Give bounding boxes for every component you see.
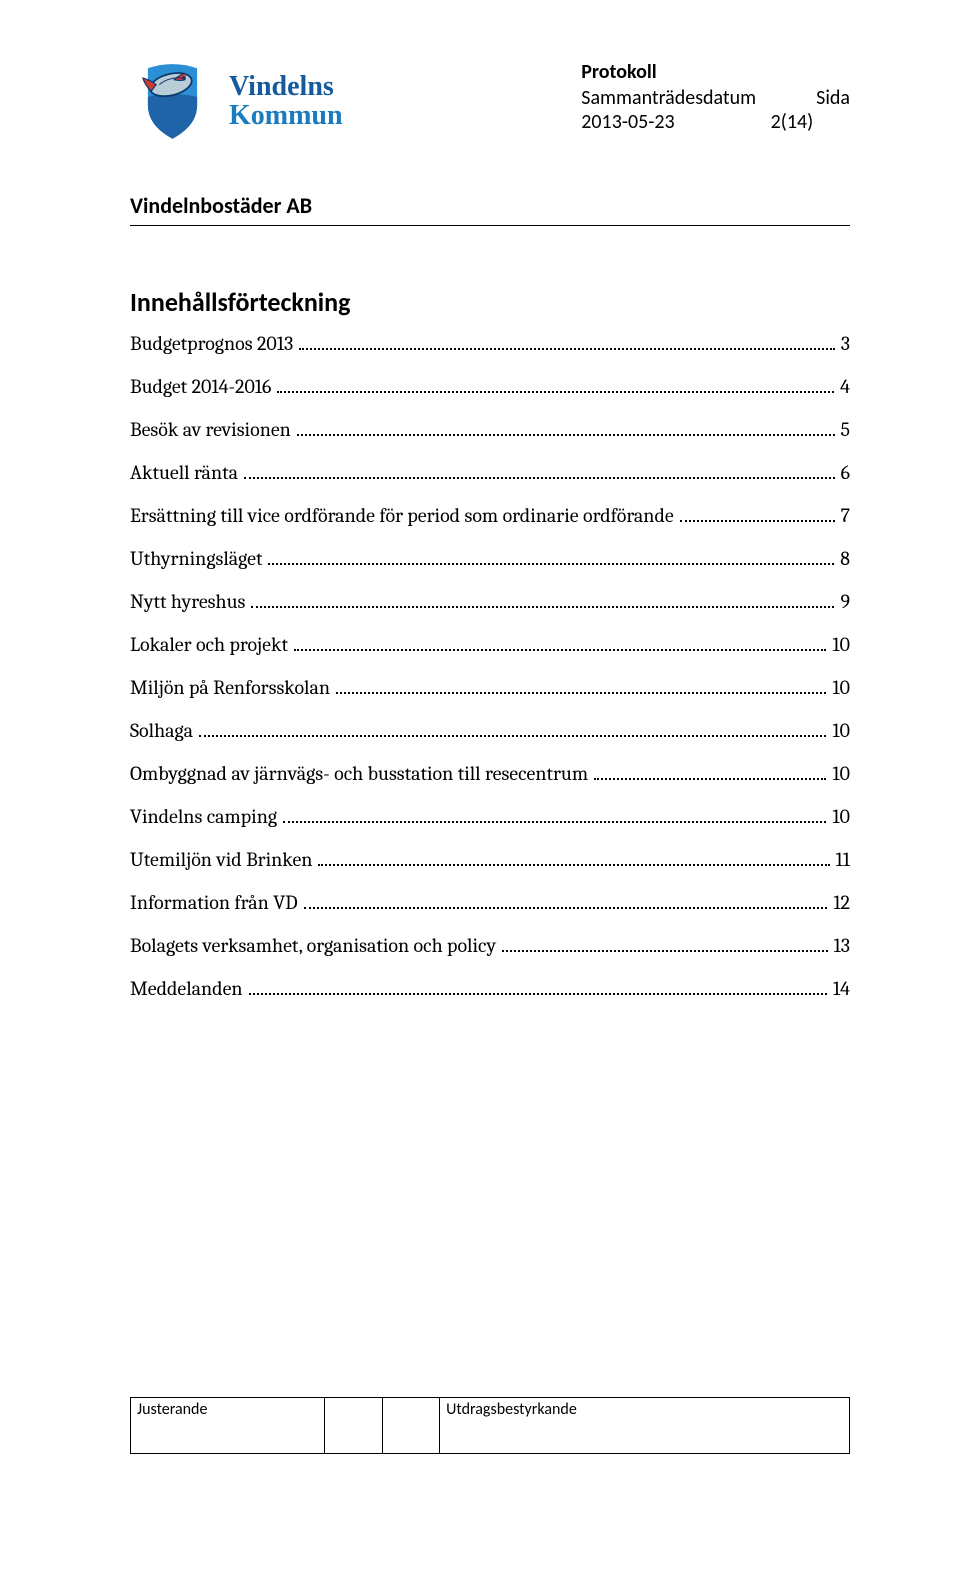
- toc-entry-page: 10: [832, 762, 850, 785]
- toc-leader: [294, 633, 826, 651]
- toc-entry-page: 6: [841, 461, 850, 484]
- municipality-logo-icon: [130, 60, 215, 142]
- meta-side-label: Sida: [816, 86, 850, 110]
- footer-cell-empty2: [382, 1398, 440, 1454]
- toc-leader: [299, 332, 835, 350]
- toc-entry-page: 9: [840, 590, 850, 613]
- divider: [130, 225, 850, 226]
- toc-leader: [251, 590, 834, 608]
- logo-text: Vindelns Kommun: [229, 72, 343, 131]
- toc-entry: Aktuell ränta 6: [130, 461, 850, 484]
- meta-page-value: 2(14): [771, 110, 814, 134]
- toc-entry-page: 3: [841, 332, 850, 355]
- toc-leader: [502, 934, 827, 952]
- footer-cell-utdrag: Utdragsbestyrkande: [440, 1398, 850, 1454]
- toc-leader: [277, 375, 834, 393]
- toc-entry-label: Aktuell ränta: [130, 461, 238, 484]
- toc-entry-label: Vindelns camping: [130, 805, 277, 828]
- toc-entry-page: 10: [832, 676, 850, 699]
- toc-entry-page: 12: [833, 891, 850, 914]
- footer-cell-empty1: [325, 1398, 383, 1454]
- toc-entry-page: 14: [833, 977, 850, 1000]
- toc-entry-page: 13: [834, 934, 850, 957]
- toc-entry-page: 5: [841, 418, 851, 441]
- toc-entry-page: 8: [840, 547, 850, 570]
- toc-entry-label: Ersättning till vice ordförande för peri…: [130, 504, 674, 527]
- toc-entry-page: 4: [840, 375, 850, 398]
- toc-entry: Budgetprognos 2013 3: [130, 332, 850, 355]
- header: Vindelns Kommun Protokoll Sammanträdesda…: [130, 60, 850, 142]
- toc-entry-label: Budgetprognos 2013: [130, 332, 293, 355]
- toc-entry: Lokaler och projekt 10: [130, 633, 850, 656]
- logo-block: Vindelns Kommun: [130, 60, 343, 142]
- toc-leader: [304, 891, 828, 909]
- meta-date-value: 2013-05-23: [581, 110, 674, 134]
- toc-entry-page: 10: [832, 633, 850, 656]
- toc-heading: Innehållsförteckning: [130, 286, 850, 318]
- toc-entry: Nytt hyreshus 9: [130, 590, 850, 613]
- toc-entry: Utemiljön vid Brinken 11: [130, 848, 850, 871]
- toc-list: Budgetprognos 2013 3 Budget 2014-2016 4 Besö…: [130, 332, 850, 1000]
- toc-entry: Information från VD 12: [130, 891, 850, 914]
- toc-entry-label: Miljön på Renforsskolan: [130, 676, 330, 699]
- toc-entry-page: 7: [841, 504, 850, 527]
- toc-leader: [297, 418, 835, 436]
- toc-entry-label: Lokaler och projekt: [130, 633, 288, 656]
- toc-entry-label: Solhaga: [130, 719, 193, 742]
- toc-entry: Miljön på Renforsskolan 10: [130, 676, 850, 699]
- toc-entry: Besök av revisionen 5: [130, 418, 850, 441]
- toc-entry-label: Uthyrningsläget: [130, 547, 262, 570]
- toc-entry-page: 10: [832, 719, 850, 742]
- toc-entry: Meddelanden 14: [130, 977, 850, 1000]
- toc-entry-label: Budget 2014-2016: [130, 375, 271, 398]
- logo-line1: Vindelns: [229, 72, 343, 101]
- toc-leader: [680, 504, 835, 522]
- toc-entry-label: Meddelanden: [130, 977, 243, 1000]
- toc-entry: Budget 2014-2016 4: [130, 375, 850, 398]
- meta-date-label: Sammanträdesdatum: [581, 86, 756, 110]
- toc-entry-label: Besök av revisionen: [130, 418, 291, 441]
- toc-entry: Uthyrningsläget 8: [130, 547, 850, 570]
- toc-leader: [283, 805, 826, 823]
- toc-leader: [199, 719, 826, 737]
- footer-cell-justerande: Justerande: [131, 1398, 325, 1454]
- toc-entry-label: Bolagets verksamhet, organisation och po…: [130, 934, 496, 957]
- logo-line2: Kommun: [229, 101, 343, 130]
- toc-entry: Vindelns camping 10: [130, 805, 850, 828]
- toc-entry-label: Ombyggnad av järnvägs- och busstation ti…: [130, 762, 588, 785]
- footer: Justerande Utdragsbestyrkande: [130, 1397, 850, 1454]
- toc-entry: Bolagets verksamhet, organisation och po…: [130, 934, 850, 957]
- toc-leader: [594, 762, 826, 780]
- toc-entry: Solhaga 10: [130, 719, 850, 742]
- sub-org-heading: Vindelnbostäder AB: [130, 192, 850, 219]
- toc-entry-page: 11: [836, 848, 850, 871]
- toc-entry-label: Utemiljön vid Brinken: [130, 848, 312, 871]
- toc-entry: Ombyggnad av järnvägs- och busstation ti…: [130, 762, 850, 785]
- toc-leader: [249, 977, 827, 995]
- meta-title: Protokoll: [581, 60, 850, 84]
- toc-entry: Ersättning till vice ordförande för peri…: [130, 504, 850, 527]
- toc-leader: [244, 461, 835, 479]
- toc-leader: [336, 676, 826, 694]
- toc-leader: [318, 848, 829, 866]
- document-page: Vindelns Kommun Protokoll Sammanträdesda…: [0, 0, 960, 1584]
- header-meta: Protokoll Sammanträdesdatum Sida 2013-05…: [581, 60, 850, 134]
- toc-leader: [268, 547, 834, 565]
- toc-entry-label: Information från VD: [130, 891, 298, 914]
- toc-entry-label: Nytt hyreshus: [130, 590, 245, 613]
- footer-table: Justerande Utdragsbestyrkande: [130, 1397, 850, 1454]
- toc-entry-page: 10: [832, 805, 850, 828]
